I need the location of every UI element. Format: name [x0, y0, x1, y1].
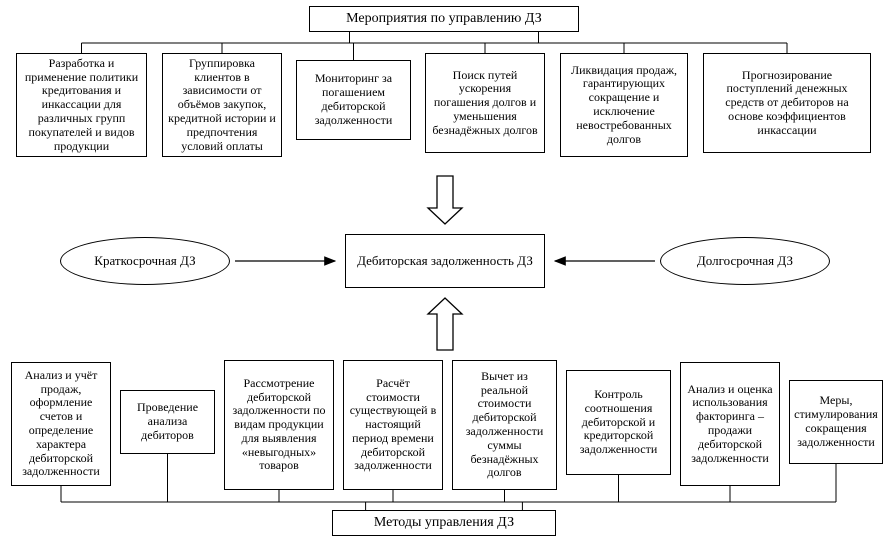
top-box-1: Разработка и применение политики кредито…	[16, 53, 147, 157]
top-box-4: Поиск путей ускорения погашения долгов и…	[425, 53, 545, 153]
title-bottom-text: Методы управления ДЗ	[374, 515, 514, 531]
top-box-6-text: Прогнозирование поступлений денежных сре…	[708, 69, 866, 138]
bottom-box-7-text: Анализ и оценка использования факторинга…	[685, 383, 775, 466]
top-box-1-text: Разработка и применение политики кредито…	[21, 57, 142, 154]
short-term-dz-ellipse: Краткосрочная ДЗ	[60, 237, 230, 285]
bottom-box-2: Проведение анализа дебиторов	[120, 390, 215, 454]
bottom-box-2-text: Проведение анализа дебиторов	[125, 401, 210, 442]
ellipse-right-text: Долгосрочная ДЗ	[697, 254, 793, 269]
top-box-3-text: Мониторинг за погашением дебиторской зад…	[301, 72, 406, 127]
long-term-dz-ellipse: Долгосрочная ДЗ	[660, 237, 830, 285]
bottom-box-5: Вычет из реальной стоимости дебиторской …	[452, 360, 557, 490]
top-box-2: Группировка клиентов в зависимости от об…	[162, 53, 282, 157]
top-box-4-text: Поиск путей ускорения погашения долгов и…	[430, 69, 540, 138]
top-box-5: Ликвидация продаж, гарантирующих сокраще…	[560, 53, 688, 157]
bottom-box-3-text: Рассмотрение дебиторской задолженности п…	[229, 377, 329, 474]
title-top: Мероприятия по управлению ДЗ	[309, 6, 579, 32]
top-box-3: Мониторинг за погашением дебиторской зад…	[296, 60, 411, 140]
bottom-box-1: Анализ и учёт продаж, оформление счетов …	[11, 362, 111, 486]
bottom-box-4: Расчёт стоимости существующей в настоящи…	[343, 360, 443, 490]
bottom-box-8-text: Меры, стимулирования сокращения задолжен…	[794, 394, 878, 449]
title-bottom: Методы управления ДЗ	[332, 510, 556, 536]
bottom-box-6: Контроль соотношения дебиторской и креди…	[566, 370, 671, 475]
ellipse-left-text: Краткосрочная ДЗ	[94, 254, 195, 269]
top-box-5-text: Ликвидация продаж, гарантирующих сокраще…	[565, 64, 683, 147]
bottom-box-3: Рассмотрение дебиторской задолженности п…	[224, 360, 334, 490]
center-box-text: Дебиторская задолженность ДЗ	[357, 254, 533, 269]
center-dz-box: Дебиторская задолженность ДЗ	[345, 234, 545, 288]
top-box-2-text: Группировка клиентов в зависимости от об…	[167, 57, 277, 154]
bottom-box-5-text: Вычет из реальной стоимости дебиторской …	[457, 370, 552, 480]
bottom-box-6-text: Контроль соотношения дебиторской и креди…	[571, 388, 666, 457]
bottom-box-7: Анализ и оценка использования факторинга…	[680, 362, 780, 486]
bottom-box-8: Меры, стимулирования сокращения задолжен…	[789, 380, 883, 464]
top-box-6: Прогнозирование поступлений денежных сре…	[703, 53, 871, 153]
bottom-box-1-text: Анализ и учёт продаж, оформление счетов …	[16, 369, 106, 479]
bottom-box-4-text: Расчёт стоимости существующей в настоящи…	[348, 377, 438, 474]
title-top-text: Мероприятия по управлению ДЗ	[346, 11, 542, 27]
